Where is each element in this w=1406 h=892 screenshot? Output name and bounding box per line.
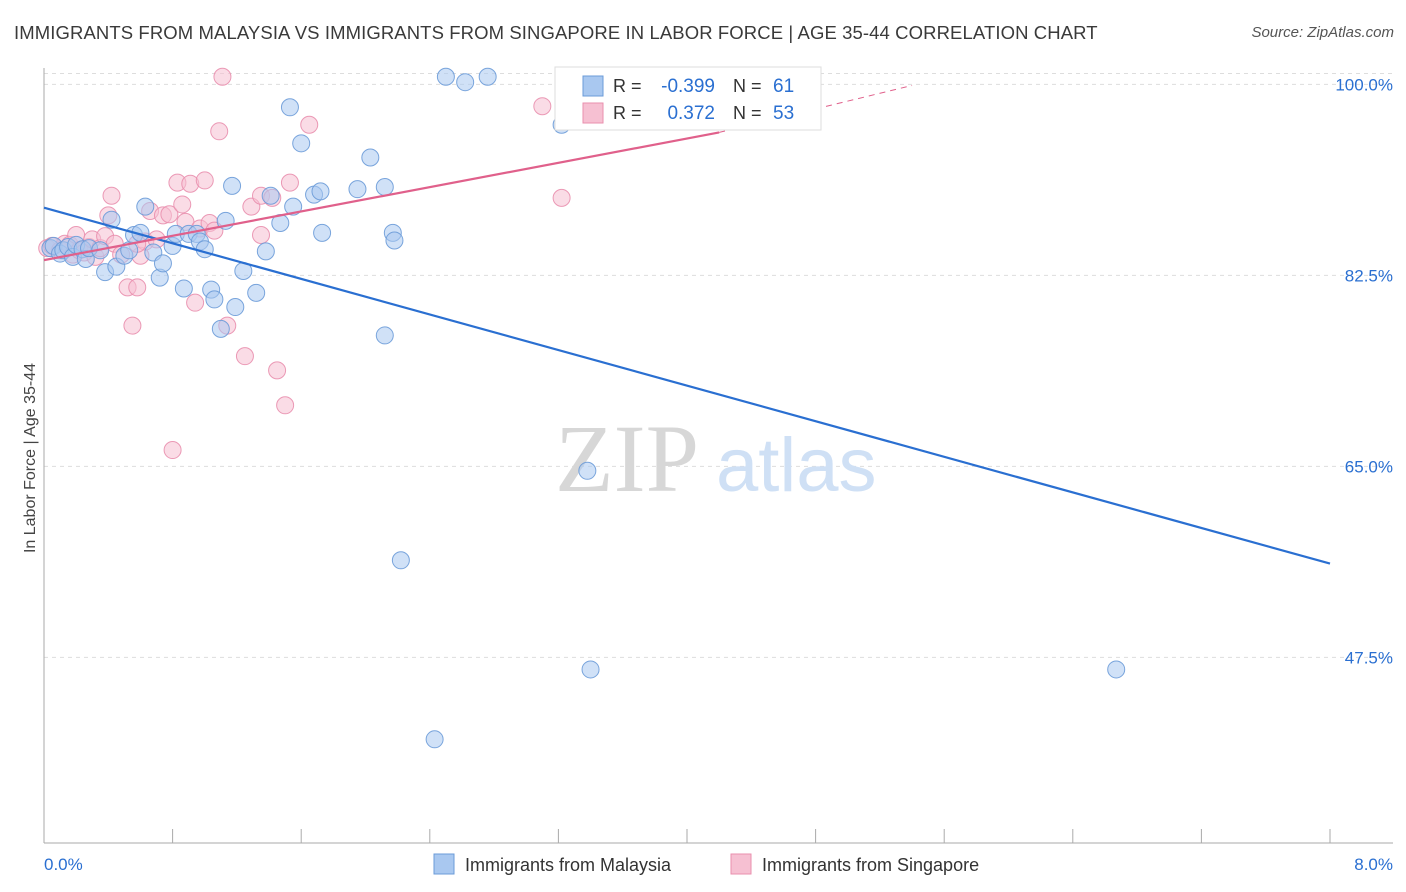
stats-n-label-singapore: N =: [733, 103, 762, 123]
y-tick-label: 100.0%: [1335, 75, 1393, 94]
malaysia-point: [578, 461, 597, 480]
malaysia-points: [41, 67, 1126, 749]
singapore-point: [235, 347, 254, 366]
stats-swatch-malaysia: [582, 75, 604, 97]
y-tick-label: 47.5%: [1345, 648, 1393, 667]
malaysia-trend-line: [43, 206, 1331, 565]
singapore-point: [300, 115, 319, 134]
malaysia-point: [205, 290, 224, 309]
legend-label-singapore[interactable]: Immigrants from Singapore: [762, 855, 979, 875]
malaysia-point: [456, 73, 475, 92]
singapore-point: [163, 441, 182, 460]
malaysia-point: [375, 177, 394, 196]
malaysia-point: [391, 551, 410, 570]
malaysia-point: [313, 223, 332, 242]
malaysia-point: [348, 180, 367, 199]
singapore-point: [252, 226, 271, 245]
malaysia-point: [478, 67, 497, 86]
legend-label-malaysia[interactable]: Immigrants from Malaysia: [465, 855, 672, 875]
source-credit: Source: ZipAtlas.com: [1251, 24, 1394, 41]
singapore-trend-line: [43, 131, 720, 262]
malaysia-point: [311, 182, 330, 201]
grid-lines: [44, 72, 1393, 658]
stats-r-label-singapore: R =: [613, 103, 642, 123]
malaysia-point: [223, 176, 242, 195]
malaysia-point: [256, 242, 275, 261]
watermark: ZIP atlas: [555, 405, 877, 512]
x-tick-label-max: 8.0%: [1354, 855, 1393, 874]
y-axis-label: In Labor Force | Age 35-44: [22, 363, 39, 553]
y-tick-label: 65.0%: [1345, 457, 1393, 476]
legend-swatch-malaysia[interactable]: [433, 853, 455, 875]
singapore-point: [128, 278, 147, 297]
malaysia-point: [375, 326, 394, 345]
stats-n-label-malaysia: N =: [733, 76, 762, 96]
malaysia-point: [102, 210, 121, 229]
singapore-point: [210, 122, 229, 141]
axes: [43, 68, 1393, 844]
singapore-point: [268, 361, 287, 380]
legend-swatch-singapore[interactable]: [730, 853, 752, 875]
singapore-point: [195, 171, 214, 190]
stats-n-value-malaysia: 61: [773, 76, 794, 97]
singapore-point: [213, 67, 232, 86]
chart-title: IMMIGRANTS FROM MALAYSIA VS IMMIGRANTS F…: [14, 22, 1098, 43]
singapore-point: [276, 396, 295, 415]
malaysia-point: [292, 134, 311, 153]
watermark-atlas: atlas: [716, 423, 877, 508]
watermark-zip: ZIP: [555, 405, 699, 512]
malaysia-point: [211, 319, 230, 338]
stats-r-value-singapore: 0.372: [667, 103, 715, 124]
malaysia-point: [385, 231, 404, 250]
malaysia-point: [195, 240, 214, 259]
malaysia-point: [436, 67, 455, 86]
stats-r-value-malaysia: -0.399: [661, 76, 715, 97]
malaysia-point: [174, 279, 193, 298]
singapore-point: [102, 186, 121, 205]
stats-r-label-malaysia: R =: [613, 76, 642, 96]
malaysia-point: [247, 283, 266, 302]
y-tick-labels: 47.5% 65.0% 82.5% 100.0%: [1335, 75, 1393, 667]
y-tick-label: 82.5%: [1345, 266, 1393, 285]
singapore-point: [173, 195, 192, 214]
stats-n-value-singapore: 53: [773, 103, 794, 124]
bottom-legend: Immigrants from Malaysia Immigrants from…: [433, 853, 979, 875]
malaysia-point: [284, 197, 303, 216]
malaysia-point: [425, 730, 444, 749]
malaysia-point: [261, 186, 280, 205]
singapore-point: [186, 293, 205, 312]
malaysia-point: [280, 98, 299, 117]
malaysia-point: [361, 148, 380, 167]
stats-swatch-singapore: [582, 102, 604, 124]
malaysia-point: [581, 660, 600, 679]
singapore-point: [533, 97, 552, 116]
malaysia-point: [136, 197, 155, 216]
singapore-point: [160, 205, 179, 224]
malaysia-point: [226, 298, 245, 317]
malaysia-point: [153, 254, 172, 273]
singapore-point: [552, 188, 571, 207]
x-tick-label-min: 0.0%: [44, 855, 83, 874]
singapore-point: [123, 316, 142, 335]
malaysia-point: [1107, 660, 1126, 679]
stats-legend: R = -0.399 N = 61 R = 0.372 N = 53: [554, 66, 822, 131]
singapore-point: [280, 173, 299, 192]
